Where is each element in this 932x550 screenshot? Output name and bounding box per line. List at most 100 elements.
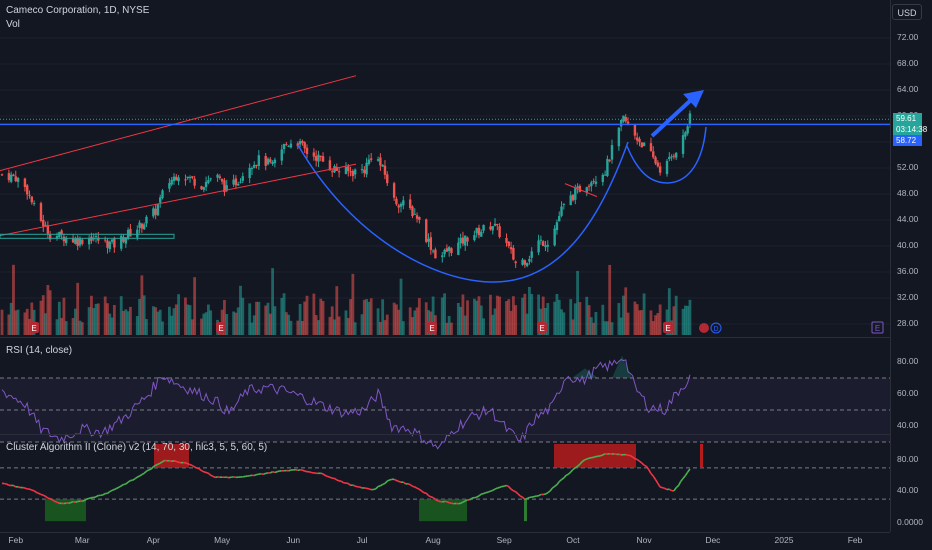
cluster-line-segment (673, 487, 677, 492)
rsi-label[interactable]: RSI (14, close) (6, 345, 73, 356)
time-tick-label: Apr (146, 535, 160, 545)
price-gridlines (0, 37, 890, 325)
volume-bar (9, 302, 13, 335)
volume-bar (298, 304, 302, 335)
volume-bar (232, 311, 236, 335)
cluster-line-segment (684, 471, 689, 477)
volume-bar (73, 308, 77, 335)
cluster-line-segment (547, 490, 551, 494)
cluster-line-segment (526, 496, 530, 500)
volume-bar (651, 321, 655, 335)
volume-bar (314, 315, 318, 335)
breakout-arrow-shaft (650, 97, 694, 138)
candle-body (431, 250, 435, 252)
volume-bar (296, 320, 300, 335)
candle-body (523, 260, 527, 265)
cluster-line-segment (524, 497, 528, 501)
cluster-line-segment (379, 483, 384, 487)
volume-bar (539, 308, 543, 335)
candle-body (177, 177, 180, 182)
volume-bar (633, 301, 637, 335)
cluster-line-segment (460, 501, 464, 505)
cluster-line-segment (434, 498, 439, 502)
candle-body (152, 208, 155, 217)
candle-body (55, 236, 59, 238)
candle-body (65, 237, 68, 243)
symbol-title[interactable]: Cameco Corporation, 1D, NYSE (6, 5, 150, 16)
cluster-line-segment (439, 500, 443, 503)
cluster-line-segment (677, 481, 682, 486)
candle-body (553, 228, 556, 246)
cluster-line-segment (228, 476, 232, 479)
earnings-marker-glyph: E (665, 324, 670, 333)
cluster-line-segment (474, 496, 477, 499)
cluster-line-segment (574, 465, 579, 469)
oversold-tick (524, 499, 527, 522)
future-earnings-marker (871, 321, 884, 334)
cluster-line-segment (451, 502, 454, 505)
volume-label[interactable]: Vol (6, 19, 20, 30)
volume-bar (209, 310, 213, 335)
volume-bar (280, 297, 284, 335)
volume-bar (495, 295, 499, 335)
volume-bar (413, 310, 417, 335)
volume-bar (456, 302, 460, 335)
currency-button[interactable]: USD (892, 4, 922, 20)
cluster-line-segment (384, 480, 388, 484)
cluster-line-segment (636, 458, 640, 462)
cluster-line-segment (295, 468, 299, 472)
candle-body (202, 187, 205, 190)
cluster-line-segment (657, 482, 661, 488)
cluster-line-segment (24, 487, 28, 490)
time-tick-label: Dec (705, 535, 721, 545)
volume-bar (287, 314, 291, 335)
candle-body (0, 174, 4, 176)
cluster-line-segment (409, 484, 413, 487)
candle-body (496, 223, 499, 226)
candle-body (434, 249, 437, 259)
volume-bar (62, 297, 66, 335)
cluster-line-segment (588, 456, 592, 459)
candle-body (544, 245, 547, 248)
volume-bar (96, 303, 100, 335)
cluster-line-segment (398, 480, 402, 483)
cluster-line-segment (191, 464, 196, 468)
countdown-badge: 03:14:38 (893, 124, 927, 135)
candle-body (429, 237, 433, 250)
support-box (0, 233, 175, 239)
cluster-label[interactable]: Cluster Algorithm II (Clone) v2 (14, 70,… (6, 442, 268, 453)
volume-bar (344, 310, 348, 335)
cluster-line-segment (194, 466, 198, 469)
volume-bar (12, 264, 15, 335)
candle-body (681, 135, 685, 154)
cluster-line-segment (141, 472, 145, 476)
candle-body (110, 239, 114, 242)
volume-bar (282, 293, 286, 335)
volume-bar (560, 309, 563, 335)
volume-bar (158, 309, 162, 335)
volume-bar (557, 299, 561, 335)
cluster-pane-separator[interactable] (0, 434, 890, 435)
cluster-line-segment (102, 492, 106, 496)
cluster-line-segment (545, 492, 549, 495)
cluster-line-segment (359, 486, 363, 489)
candle-body (610, 145, 614, 160)
rsi-pane-separator[interactable] (0, 337, 890, 338)
cluster-line-segment (412, 485, 416, 488)
candle-body (560, 206, 563, 216)
price-tick-label: 40.00 (897, 240, 919, 250)
cluster-line-segment (352, 484, 356, 487)
candle-body (477, 227, 481, 236)
volume-bar (475, 300, 479, 335)
candle-body (360, 168, 364, 171)
price-tick-label: 52.00 (897, 162, 919, 172)
volume-bar (273, 306, 277, 335)
volume-bar (686, 305, 690, 335)
cluster-line-segment (304, 470, 308, 473)
cluster-line-segment (567, 471, 572, 475)
cluster-line-segment (641, 462, 645, 466)
candle-body (142, 224, 146, 230)
cluster-line-segment (136, 475, 140, 478)
candle-body (633, 124, 637, 136)
